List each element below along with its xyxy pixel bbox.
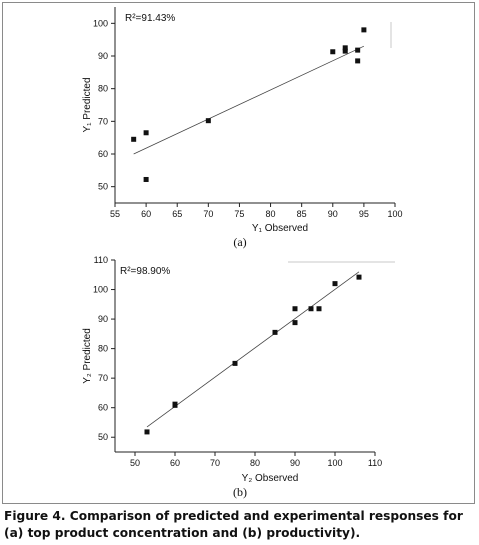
y-tick-label: 90 [98, 314, 108, 324]
figure-frame [2, 2, 475, 504]
x-tick-label: 90 [328, 209, 338, 219]
y-tick-label: 100 [93, 18, 108, 28]
data-point [356, 274, 362, 280]
fit-line [133, 45, 365, 155]
data-point [143, 130, 149, 136]
data-point [144, 429, 150, 435]
data-point [272, 329, 278, 335]
data-point [342, 48, 348, 54]
panel-label: (b) [233, 485, 247, 499]
data-point [355, 47, 361, 53]
x-tick-label: 75 [234, 209, 244, 219]
data-point [342, 45, 348, 51]
data-point [330, 49, 336, 55]
y-tick-label: 90 [98, 51, 108, 61]
data-point [292, 306, 298, 312]
y-tick-label: 70 [98, 116, 108, 126]
x-tick-label: 85 [297, 209, 307, 219]
x-tick-label: 100 [387, 209, 402, 219]
x-tick-label: 80 [250, 458, 260, 468]
y-tick-label: 80 [98, 84, 108, 94]
data-point [143, 176, 149, 182]
figure-caption: Figure 4. Comparison of predicted and ex… [4, 509, 463, 540]
x-tick-label: 110 [368, 458, 382, 468]
data-point [308, 306, 314, 312]
data-point [131, 136, 137, 142]
r-squared-annotation: R²=98.90% [120, 266, 170, 277]
y-tick-label: 60 [98, 149, 108, 159]
x-tick-label: 90 [290, 458, 300, 468]
y-tick-label: 50 [98, 432, 108, 442]
fit-line [146, 271, 360, 428]
data-point [292, 320, 298, 326]
data-point [316, 306, 322, 312]
x-tick-label: 80 [266, 209, 276, 219]
x-tick-label: 100 [327, 458, 342, 468]
data-point [205, 118, 211, 124]
x-tick-label: 55 [110, 209, 120, 219]
x-axis-label: Y₂ Observed [242, 473, 299, 484]
y-tick-label: 80 [98, 344, 108, 354]
x-tick-label: 70 [210, 458, 220, 468]
chart-panel-a: 55 60 65 70 75 80 85 90 95 100 50 60 70 80 90 100 R²=91.… [82, 7, 403, 249]
data-point [232, 360, 238, 366]
y-tick-label: 70 [98, 373, 108, 383]
y-tick-label: 50 [98, 182, 108, 192]
panel-label: (a) [233, 235, 246, 249]
y-tick-label: 100 [93, 285, 108, 295]
figure-charts: 55 60 65 70 75 80 85 90 95 100 50 60 70 80 90 100 R²=91.… [82, 7, 403, 499]
x-tick-label: 65 [172, 209, 182, 219]
x-tick-label: 70 [203, 209, 213, 219]
data-point [361, 27, 367, 33]
x-tick-label: 60 [141, 209, 151, 219]
data-point [355, 58, 361, 64]
y-axis-label: Y₂ Predicted [82, 328, 93, 384]
y-tick-label: 110 [94, 255, 108, 265]
y-tick-label: 60 [98, 403, 108, 413]
x-tick-label: 95 [359, 209, 369, 219]
x-tick-label: 60 [170, 458, 180, 468]
x-tick-label: 50 [130, 458, 140, 468]
y-axis-label: Y₁ Predicted [82, 77, 93, 132]
chart-panel-b: 50 60 70 80 90 100 110 50 60 70 80 90 100 110 R²=98.90… [82, 255, 395, 499]
data-point [172, 401, 178, 407]
data-point [332, 281, 338, 287]
x-axis-label: Y₁ Observed [252, 223, 308, 234]
r-squared-annotation: R²=91.43% [125, 13, 175, 24]
